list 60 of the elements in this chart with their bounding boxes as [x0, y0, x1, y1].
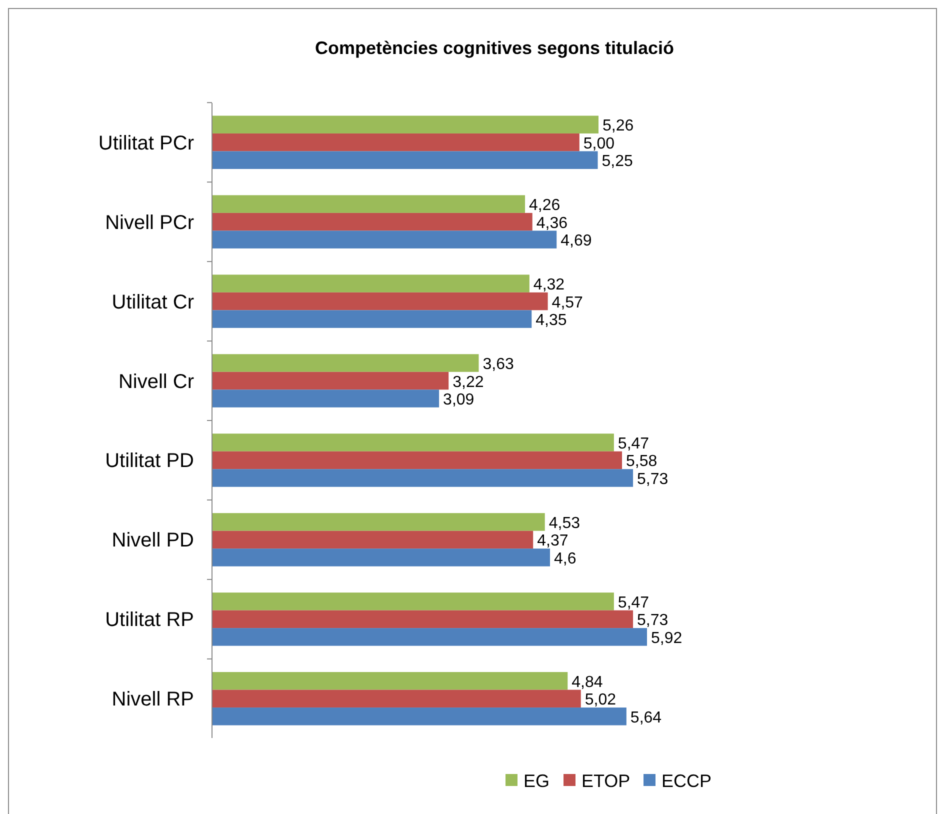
- y-tick-label: Nivell RP: [112, 688, 194, 711]
- data-label: 3,22: [452, 374, 484, 391]
- bar: [212, 708, 626, 726]
- data-label: 4,84: [572, 674, 603, 691]
- legend-label: ETOP: [582, 771, 630, 791]
- data-label: 4,36: [536, 214, 568, 232]
- y-tick-label: Nivell Cr: [118, 370, 194, 393]
- data-label: 5,25: [602, 153, 634, 170]
- data-label: 5,58: [626, 453, 658, 470]
- bar: [212, 310, 532, 328]
- y-tick-label: Utilitat Cr: [112, 291, 194, 314]
- bar: [212, 230, 557, 248]
- y-tick-label: Nivell PD: [112, 530, 194, 552]
- bar: [212, 390, 440, 408]
- bar: [212, 434, 614, 452]
- bar: [212, 133, 580, 152]
- data-label: 5,73: [637, 612, 668, 630]
- y-tick-label: Utilitat PCr: [98, 132, 194, 154]
- bar: [212, 116, 599, 134]
- data-label: 5,00: [583, 135, 615, 152]
- data-label: 4,26: [529, 197, 560, 214]
- bar: [212, 212, 532, 231]
- y-tick-label: Utilitat RP: [105, 609, 194, 632]
- data-label: 3,63: [482, 356, 514, 374]
- data-label: 5,47: [618, 594, 650, 612]
- bar: [212, 530, 534, 549]
- bar: [212, 548, 550, 566]
- data-label: 4,32: [533, 276, 565, 294]
- data-label: 5,64: [630, 709, 662, 726]
- bar: [212, 354, 479, 372]
- chart-title: Competències cognitives segons titulació: [314, 38, 674, 58]
- bar: [212, 151, 598, 169]
- bar: [212, 690, 581, 708]
- data-label: 5,73: [637, 470, 668, 488]
- data-label: 4,6: [554, 550, 576, 568]
- legend-label: ECCP: [662, 771, 712, 791]
- data-label: 4,35: [536, 312, 567, 330]
- bar: [212, 592, 614, 610]
- y-tick-label: Utilitat PD: [105, 450, 194, 472]
- bar: [212, 451, 622, 470]
- data-label: 5,47: [618, 435, 650, 452]
- data-label: 3,09: [443, 392, 474, 409]
- data-label: 4,37: [537, 532, 568, 550]
- data-label: 5,02: [584, 692, 616, 709]
- bar: [212, 513, 545, 531]
- data-label: 4,69: [560, 232, 592, 250]
- bar: [212, 469, 634, 487]
- bar: [212, 628, 647, 646]
- bar: [212, 672, 568, 690]
- data-label: 4,57: [552, 294, 584, 312]
- data-label: 4,53: [548, 514, 580, 532]
- bar: [212, 610, 634, 628]
- legend-label: EG: [524, 771, 550, 791]
- data-label: 5,26: [602, 118, 634, 135]
- bar: [212, 195, 526, 213]
- data-label: 5,92: [651, 630, 682, 647]
- y-tick-label: Nivell PCr: [105, 212, 194, 234]
- bar: [212, 274, 530, 292]
- bar: [212, 372, 449, 390]
- bar: [212, 292, 548, 310]
